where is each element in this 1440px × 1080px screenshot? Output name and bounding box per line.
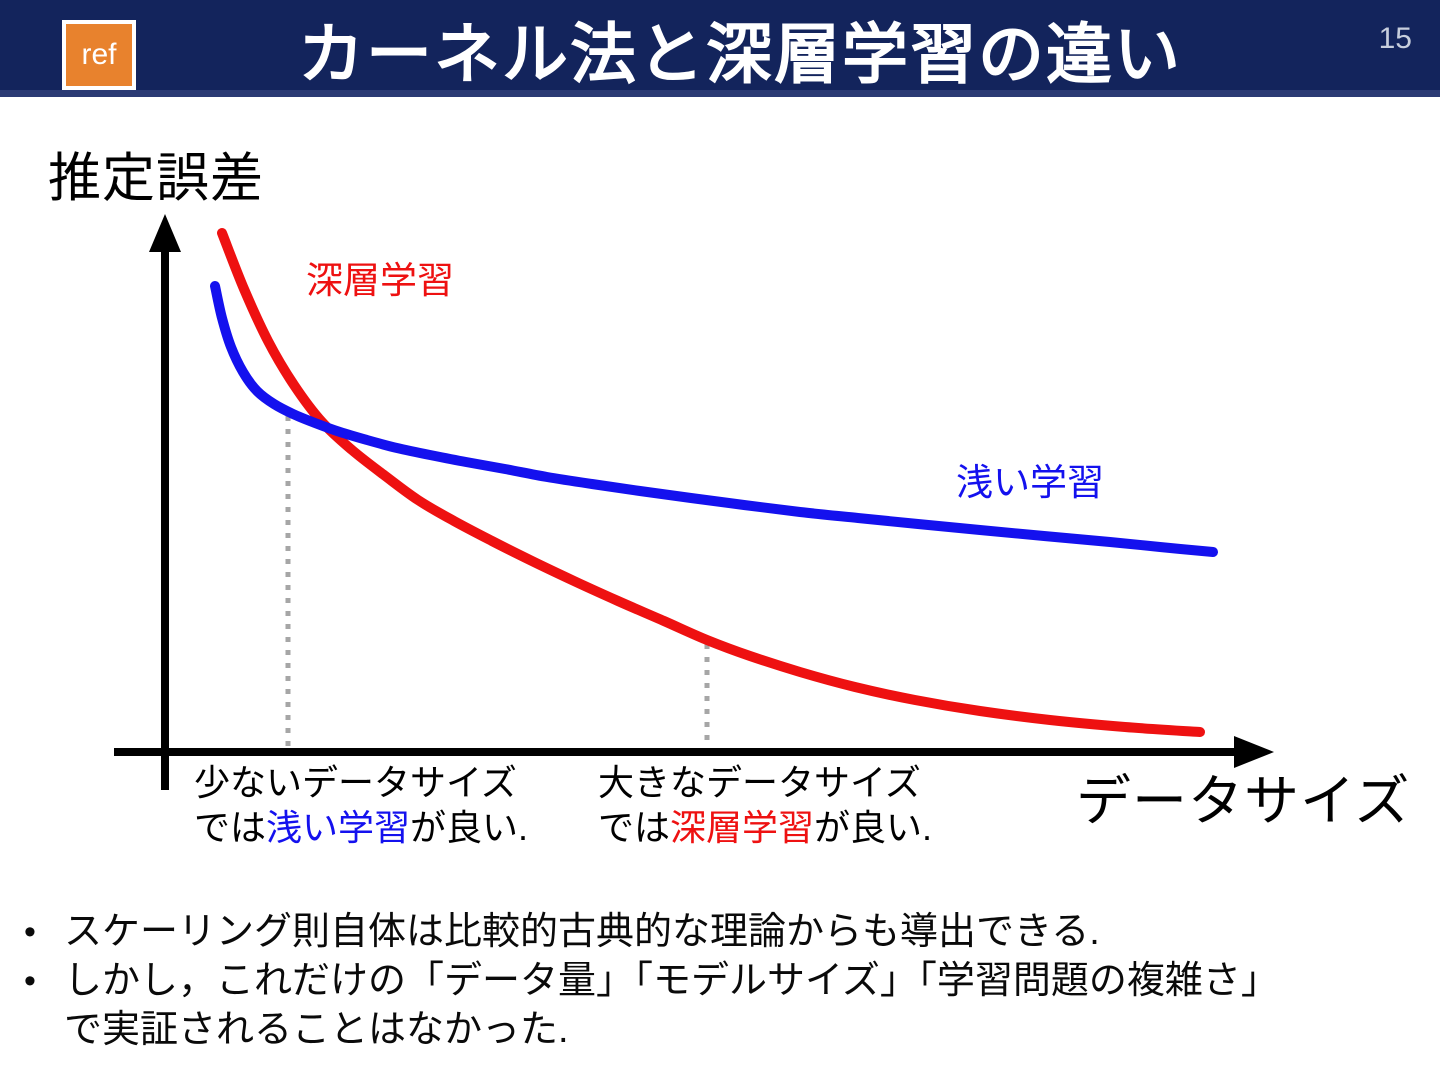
page-number: 15 bbox=[1378, 22, 1412, 55]
shallow-learning-curve-label: 浅い学習 bbox=[956, 462, 1104, 503]
bullet-icon: • bbox=[24, 962, 36, 1000]
y-axis-arrowhead-icon bbox=[149, 214, 181, 252]
bullet-icon: • bbox=[24, 913, 36, 951]
annotation-small-data: 少ないデータサイズ では浅い学習が良い. bbox=[194, 760, 528, 850]
annotation-small-data-line1: 少ないデータサイズ bbox=[194, 762, 517, 803]
annotation-text: が良い. bbox=[814, 807, 933, 848]
x-axis-arrowhead-icon bbox=[1234, 736, 1274, 768]
annotation-highlight-shallow: 浅い学習 bbox=[266, 807, 411, 848]
list-item: • スケーリング則自体は比較的古典的な理論からも導出できる. bbox=[18, 908, 1298, 957]
deep-learning-curve-label: 深層学習 bbox=[306, 260, 454, 301]
annotation-large-data-line1: 大きなデータサイズ bbox=[598, 762, 921, 803]
annotation-text: が良い. bbox=[410, 807, 529, 848]
ref-logo-badge: ref bbox=[62, 20, 136, 90]
annotation-small-data-line2: では浅い学習が良い. bbox=[194, 805, 528, 850]
annotation-text: では bbox=[598, 807, 671, 848]
annotation-highlight-deep: 深層学習 bbox=[670, 807, 815, 848]
header-bar: ref カーネル法と深層学習の違い 15 bbox=[0, 0, 1440, 97]
guide-lines-layer bbox=[285, 416, 710, 748]
y-axis-title: 推定誤差 bbox=[48, 149, 264, 208]
note-text: しかし，これだけの「データ量」「モデルサイズ」「学習問題の複雑さ」で実証されるこ… bbox=[64, 960, 1279, 1051]
curves-layer bbox=[210, 228, 1218, 737]
note-text: スケーリング則自体は比較的古典的な理論からも導出できる. bbox=[64, 911, 1100, 953]
annotation-large-data-line2: では深層学習が良い. bbox=[598, 805, 932, 850]
curve-shallow bbox=[210, 281, 1218, 557]
slide-title: カーネル法と深層学習の違い bbox=[298, 16, 1182, 91]
list-item: • しかし，これだけの「データ量」「モデルサイズ」「学習問題の複雑さ」で実証され… bbox=[18, 957, 1298, 1055]
axes-layer bbox=[114, 214, 1274, 790]
annotation-large-data: 大きなデータサイズ では深層学習が良い. bbox=[598, 760, 932, 850]
curve-deep bbox=[217, 228, 1205, 737]
ref-logo-text: ref bbox=[81, 38, 117, 71]
notes-list: • スケーリング則自体は比較的古典的な理論からも導出できる. • しかし，これだ… bbox=[18, 908, 1298, 1055]
x-axis-title: データサイズ bbox=[1076, 770, 1411, 832]
annotation-text: では bbox=[194, 807, 267, 848]
